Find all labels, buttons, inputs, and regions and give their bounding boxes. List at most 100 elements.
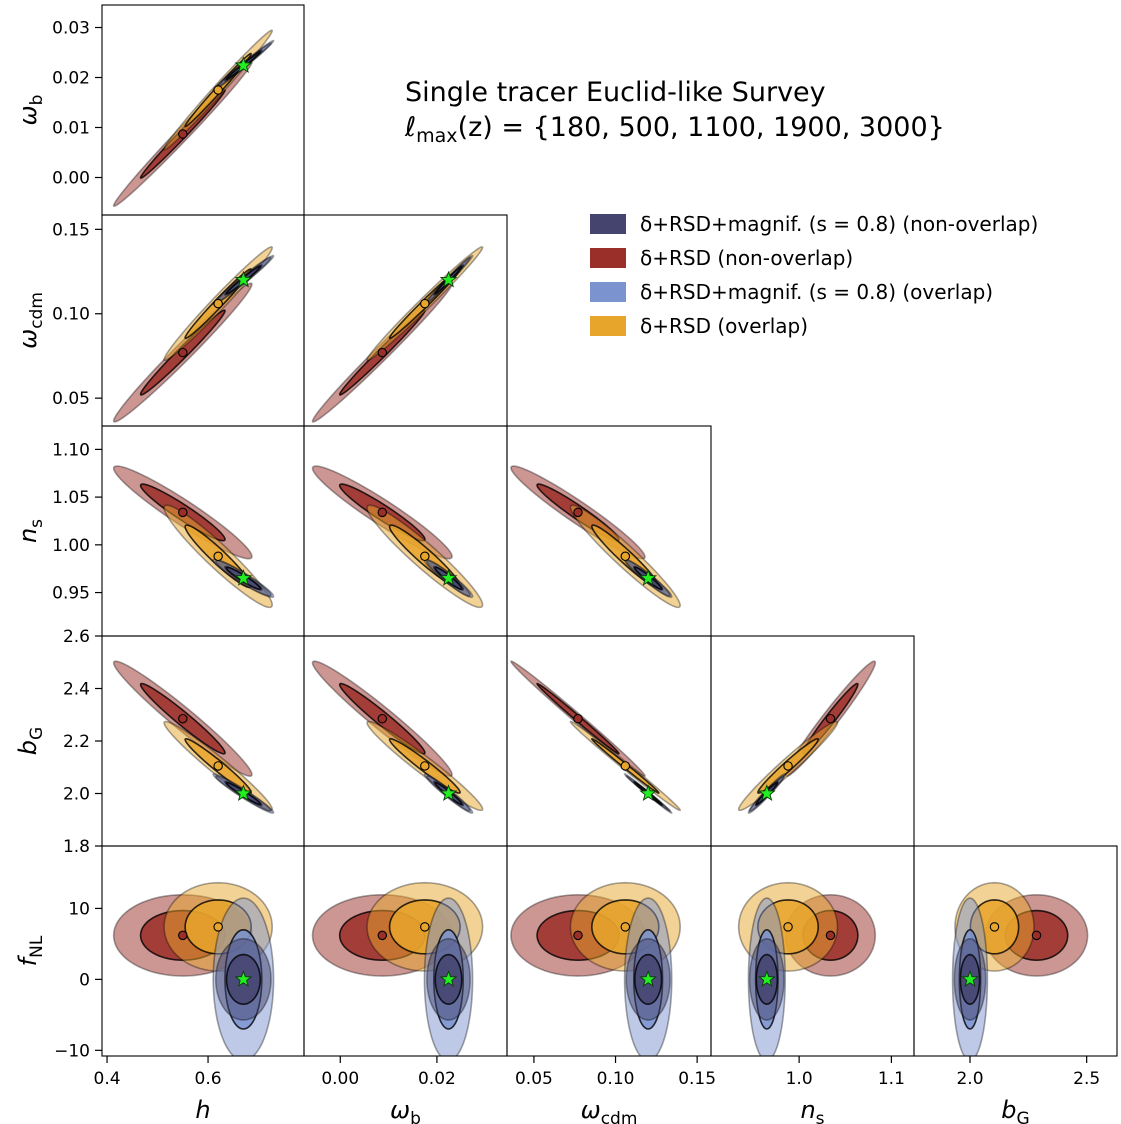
panel-bG-vs-ns [710,635,915,847]
panel-ns-vs-wcdm [506,425,712,637]
fiducial-star [234,784,253,802]
center-point [178,713,188,724]
legend: δ+RSD+magnif. (s = 0.8) (non-overlap) δ+R… [590,212,1038,338]
panel-fNL-vs-wb: 0.00 0.02 [303,845,508,1089]
center-point [377,930,388,941]
panel-fNL-vs-h: −10 0 10 0.4 0.6 [54,845,305,1089]
center-point [377,347,388,358]
y-tick-label: 2.6 [63,627,90,647]
center-point [620,922,631,932]
fiducial-star [961,970,979,987]
legend-entry: δ+RSD+magnif. (s = 0.8) (non-overlap) [640,212,1038,236]
ellipses [112,881,275,1056]
y-tick-label: 0.01 [52,119,90,139]
fiducial-star [439,970,458,987]
center-point [178,507,188,518]
fiducial-star [234,270,253,288]
center-point [783,761,793,771]
ellipses [510,881,681,1056]
ellipses [112,465,275,609]
ellipses [311,881,484,1056]
x-axis-label-wb: ωb [390,1096,421,1124]
center-point [573,930,583,941]
center-point [377,713,388,724]
fiducial-star [639,784,658,802]
y-axis-label-ns: ns [14,519,47,543]
center-point [989,922,1000,932]
fiducial-star [234,56,253,74]
x-axis-label-wcdm: ωcdm [581,1096,638,1124]
y-tick-label: 2.0 [63,785,90,805]
center-point [573,713,583,724]
x-axis-label-h: h [195,1096,210,1124]
fiducial-star [639,970,658,987]
x-tick-label: 0.6 [195,1069,222,1089]
y-axis-label-wcdm: ωcdm [14,292,47,349]
x-axis-label-ns: ns [800,1096,824,1124]
legend-swatch [590,316,626,336]
y-tick-label: 2.4 [63,680,90,700]
panel-wcdm-vs-h: 0.05 0.10 0.15 [52,214,305,427]
x-tick-label: 1.1 [878,1069,905,1089]
y-tick-label: 0.10 [52,305,90,325]
y-tick-label: 0 [79,970,90,990]
center-point [377,507,388,518]
y-tick-label: 0.15 [52,220,90,240]
y-axis-label-wb: ωb [14,95,47,126]
panel-wcdm-vs-wb [303,214,508,427]
fiducial-star [639,568,658,586]
center-point [1031,930,1042,941]
ellipses [112,246,275,423]
x-tick-label: 2.0 [956,1069,983,1089]
x-tick-label: 0.10 [597,1069,635,1089]
panel-fNL-vs-wcdm: 0.05 0.10 0.15 [506,845,716,1089]
y-tick-label: 0.05 [52,389,90,409]
panel-wb-vs-h: 0.00 0.01 0.02 0.03 [52,4,305,216]
center-point [573,507,583,518]
ellipses [510,660,682,814]
panel-bG-vs-h: 1.8 2.0 2.2 2.4 2.6 [63,627,305,857]
x-tick-label: 0.15 [678,1069,716,1089]
y-tick-label: 1.8 [63,837,90,857]
y-tick-label: 1.05 [52,488,90,508]
fiducial-star [757,784,776,802]
panel-bG-vs-wb [303,635,508,847]
legend-entry: δ+RSD (non-overlap) [640,246,853,270]
panel-fNL-vs-ns: 1.0 1.1 [710,845,915,1089]
panel-fNL-vs-bG: 2.0 2.5 [913,845,1118,1089]
y-tick-label: 2.2 [63,732,90,752]
center-point [420,298,430,309]
legend-swatch [590,214,626,234]
x-tick-label: 1.0 [786,1069,813,1089]
y-tick-label: 0.00 [52,169,90,189]
y-tick-label: 10 [68,899,90,919]
legend-swatch [590,282,626,302]
center-point [783,922,793,932]
center-point [620,551,631,562]
legend-entry: δ+RSD (overlap) [640,314,808,338]
panel-ns-vs-wb [303,425,508,637]
center-point [213,761,223,771]
y-axis-label-bG: bG [14,727,47,755]
y-tick-label: 0.03 [52,19,90,39]
ellipses [311,465,484,609]
legend-entry: δ+RSD+magnif. (s = 0.8) (overlap) [640,280,993,304]
ellipses [951,881,1089,1056]
center-point [420,551,430,562]
legend-swatch [590,248,626,268]
y-tick-label: 0.02 [52,69,90,89]
center-point [213,85,223,95]
panel-bG-vs-wcdm [506,635,712,847]
panel-frame [913,845,1118,1057]
x-tick-label: 0.02 [418,1069,456,1089]
chart-title: Single tracer Euclid-like Survey [405,77,826,108]
ellipses [311,246,484,423]
center-point [213,551,223,562]
y-tick-label: 1.10 [52,440,90,460]
panels-layer: 0.000.010.020.030.050.100.150.951.001.05… [14,4,1118,1124]
ellipses [737,660,877,814]
center-point [178,347,188,358]
panel-ns-vs-h: 0.95 1.00 1.05 1.10 [52,425,305,637]
center-point [178,129,188,139]
